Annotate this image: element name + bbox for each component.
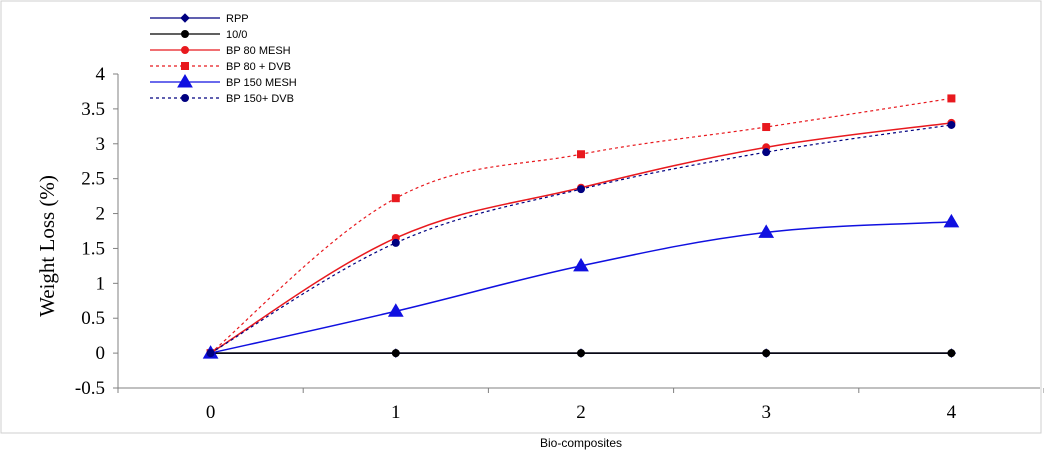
data-point xyxy=(391,238,400,247)
x-axis-label: Bio-composites xyxy=(540,436,622,450)
data-point xyxy=(947,94,956,103)
series-bp-150-mesh xyxy=(202,213,960,359)
y-tick-label: 2.5 xyxy=(81,169,105,190)
series-layer xyxy=(202,94,960,359)
x-tick-label: 2 xyxy=(576,402,586,423)
y-axis-label: Weight Loss (%) xyxy=(35,175,59,317)
data-point xyxy=(762,148,771,157)
legend: RPP 10/0 BP 80 MESH BP 80 + DVB BP 150 MESH B… xyxy=(150,13,297,105)
y-tick-label: 0 xyxy=(96,343,106,364)
data-point xyxy=(943,213,960,228)
legend-label: BP 150+ DVB xyxy=(226,93,294,105)
x-tick-label: 3 xyxy=(761,402,771,423)
data-point xyxy=(391,194,400,203)
y-tick-label: 3.5 xyxy=(81,99,105,120)
chart-frame xyxy=(0,0,1042,434)
legend-marker xyxy=(180,13,190,23)
x-tick-label: 4 xyxy=(947,402,957,423)
y-tick-label: 2 xyxy=(96,204,106,225)
series-bp-150-dvb xyxy=(206,120,956,358)
data-point xyxy=(391,349,400,358)
legend-entry: BP 80 MESH xyxy=(150,45,291,57)
legend-entry: BP 150 MESH xyxy=(150,74,297,89)
legend-marker xyxy=(177,74,193,88)
series-line xyxy=(210,124,952,354)
data-point xyxy=(387,303,404,317)
x-tick-label: 1 xyxy=(391,402,401,423)
data-point xyxy=(758,224,775,238)
legend-marker xyxy=(181,46,189,54)
legend-marker xyxy=(181,30,189,38)
data-point xyxy=(762,349,771,358)
y-tick-label: 4 xyxy=(96,64,106,85)
data-point xyxy=(947,120,956,129)
data-point xyxy=(573,257,589,272)
legend-label: 10/0 xyxy=(226,29,247,41)
legend-entry: BP 80 + DVB xyxy=(150,61,291,73)
y-tick-label: -0.5 xyxy=(75,378,105,399)
y-tick-label: 1.5 xyxy=(81,238,105,259)
y-tick-label: 3 xyxy=(96,134,106,155)
legend-marker xyxy=(181,94,189,102)
legend-marker xyxy=(181,62,189,70)
data-point xyxy=(577,150,585,159)
legend-entry: BP 150+ DVB xyxy=(150,93,294,105)
data-point xyxy=(762,123,771,132)
data-point xyxy=(577,349,585,358)
series-line xyxy=(210,221,952,354)
legend-label: BP 80 + DVB xyxy=(226,61,291,73)
y-tick-label: 0.5 xyxy=(81,308,105,329)
legend-label: RPP xyxy=(226,13,249,25)
data-point xyxy=(577,185,585,194)
legend-label: BP 150 MESH xyxy=(226,77,297,89)
x-tick-label: 0 xyxy=(206,402,216,423)
series-10-0 xyxy=(206,349,956,358)
y-tick-label: 1 xyxy=(96,273,106,294)
legend-entry: RPP xyxy=(150,13,249,25)
data-point xyxy=(206,349,215,358)
legend-entry: 10/0 xyxy=(150,29,247,41)
axes: -0.5 0 0.5 1 1.5 2 2.5 3 3.5 4 0 1 2 3 4 xyxy=(75,64,1044,423)
data-point xyxy=(947,349,956,358)
legend-label: BP 80 MESH xyxy=(226,45,291,57)
